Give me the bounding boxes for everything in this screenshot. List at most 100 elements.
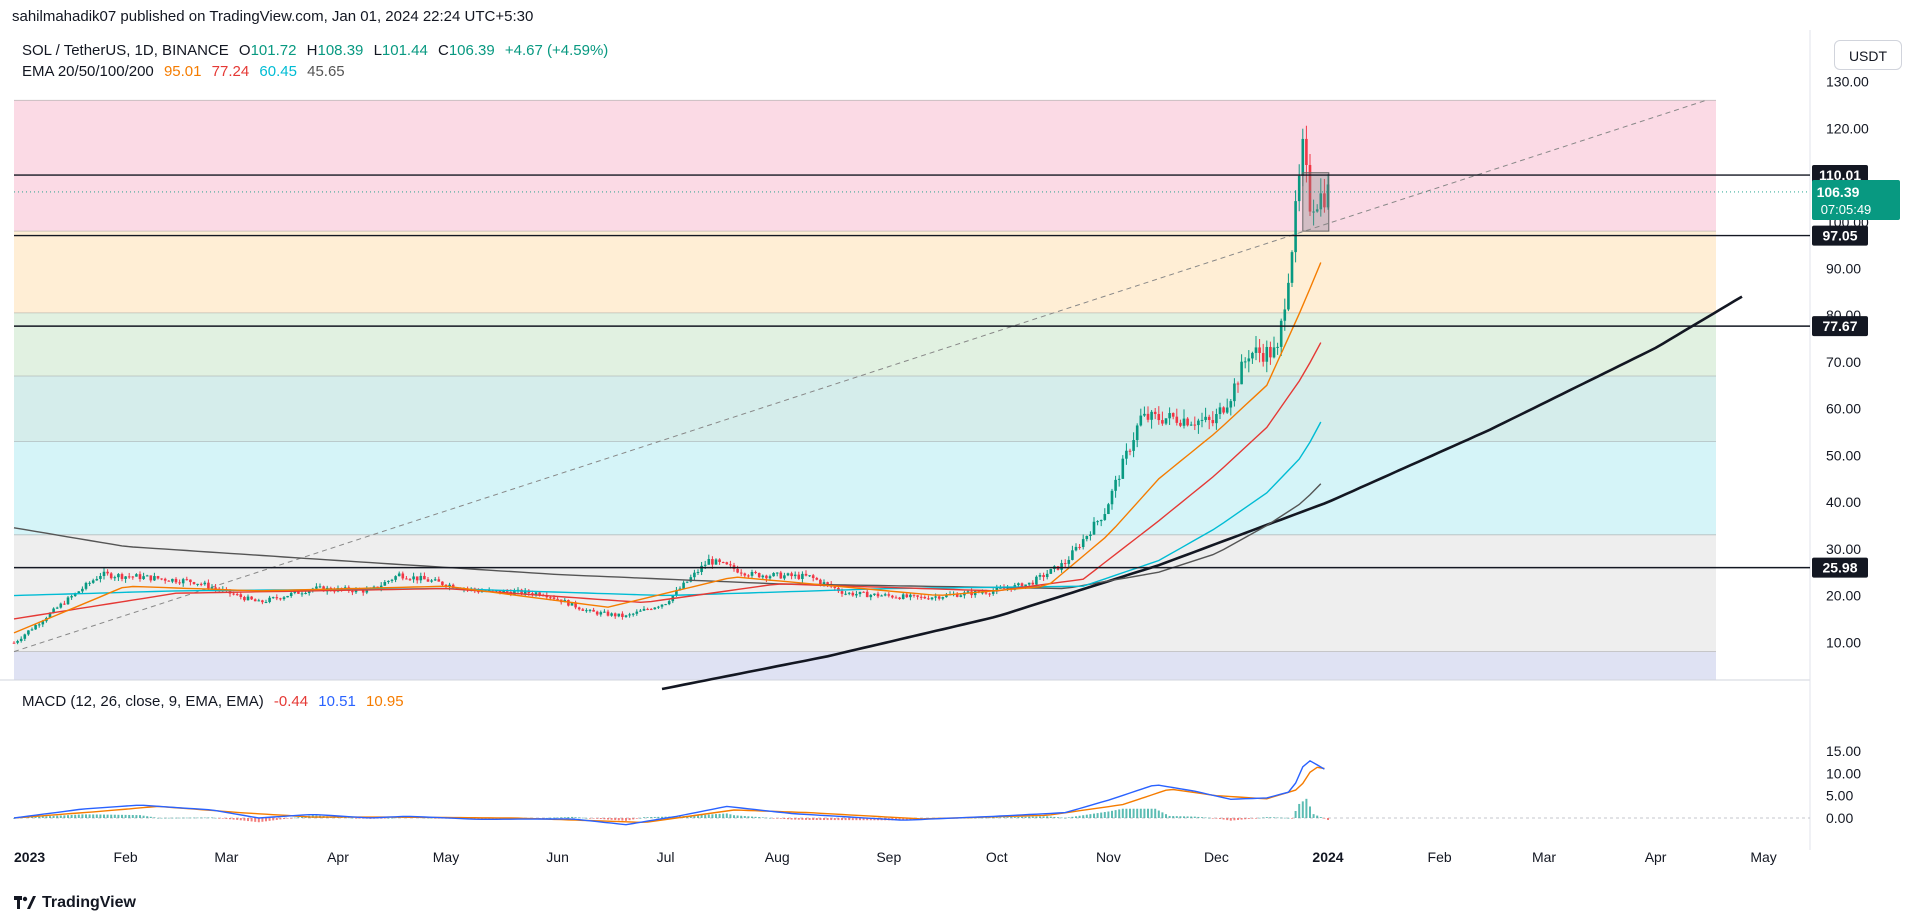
macd-histogram-bar — [689, 815, 692, 818]
macd-histogram-bar — [380, 818, 383, 819]
macd-histogram-bar — [574, 817, 577, 818]
candle — [253, 599, 257, 602]
macd-histogram-bar — [1017, 816, 1020, 818]
macd-histogram-bar — [1186, 816, 1189, 818]
ema50-line[interactable] — [13, 342, 1322, 620]
macd-histogram-bar — [34, 816, 37, 818]
macd-histogram-bar — [45, 816, 48, 818]
macd-tick-label: 10.00 — [1826, 765, 1861, 781]
candle — [1283, 309, 1287, 321]
candle — [1197, 420, 1200, 426]
candle — [203, 582, 207, 585]
macd-histogram-bar — [592, 818, 595, 819]
macd-histogram-bar — [758, 817, 761, 818]
macd-histogram-bar — [362, 818, 365, 819]
last-price-tag[interactable] — [1812, 179, 1900, 220]
candle — [1128, 450, 1132, 452]
candle — [909, 594, 912, 598]
macd-line[interactable] — [13, 759, 1325, 826]
candle — [171, 578, 174, 582]
ema-label[interactable]: EMA 20/50/100/200 — [22, 63, 154, 80]
time-axis-label: Mar — [1532, 849, 1556, 865]
macd-histogram-bar — [139, 815, 141, 818]
candle — [1182, 418, 1186, 426]
macd-histogram-bar — [1262, 817, 1265, 819]
open-value: 101.72 — [250, 42, 297, 59]
close-value: 106.39 — [448, 42, 495, 59]
time-axis-label: Mar — [214, 849, 238, 865]
macd-histogram-bar — [85, 814, 87, 818]
candle — [1049, 568, 1053, 574]
macd-histogram-bar — [1154, 808, 1157, 818]
macd-histogram-bar — [1280, 817, 1283, 819]
candle — [73, 593, 77, 597]
macd-histogram-bar — [859, 818, 861, 821]
level-price-tag[interactable] — [1812, 316, 1868, 337]
candle — [635, 611, 639, 614]
macd-histogram-bar — [225, 818, 228, 819]
macd-histogram-bar — [1219, 818, 1221, 819]
candle — [502, 590, 505, 593]
candle — [239, 594, 243, 598]
macd-histogram-bar — [567, 817, 570, 818]
currency-button[interactable]: USDT — [1834, 40, 1902, 70]
macd-histogram-bar — [603, 818, 606, 820]
macd-histogram-bar — [740, 815, 743, 818]
candle — [905, 594, 909, 598]
ema200-line[interactable] — [13, 483, 1322, 590]
macd-histogram-bar — [769, 817, 771, 819]
macd-histogram-bar — [232, 818, 235, 820]
macd-histogram-bar — [977, 817, 980, 819]
candle — [660, 604, 664, 607]
macd-histogram-bar — [1085, 814, 1088, 818]
macd-histogram-bar — [92, 814, 95, 818]
symbol-name[interactable]: SOL / TetherUS, 1D, BINANCE — [22, 42, 229, 59]
macd-histogram-bar — [290, 818, 293, 819]
candle — [243, 597, 246, 601]
candle — [750, 571, 754, 576]
candle — [768, 576, 772, 579]
macd-histogram-bar — [841, 818, 843, 821]
curved-support-line[interactable] — [661, 295, 1743, 691]
macd-histogram-bar — [88, 814, 91, 818]
ema20-line[interactable] — [13, 262, 1322, 634]
macd-histogram-bar — [27, 817, 30, 818]
macd-histogram-bar — [99, 814, 102, 818]
macd-label[interactable]: MACD (12, 26, close, 9, EMA, EMA) — [22, 693, 264, 710]
macd-histogram-bar — [182, 817, 185, 819]
candle — [505, 590, 509, 592]
macd-histogram-bar — [1139, 808, 1142, 818]
candle — [1204, 416, 1207, 420]
consolidation-box[interactable] — [1302, 172, 1330, 232]
level-price-tag[interactable] — [1812, 225, 1868, 246]
level-price-tag[interactable] — [1812, 557, 1868, 578]
macd-histogram-bar — [211, 817, 213, 819]
macd-histogram-bar — [1143, 808, 1146, 818]
macd-histogram-bar — [261, 818, 264, 822]
candle — [397, 573, 401, 577]
macd-histogram-bar — [1067, 817, 1070, 818]
macd-histogram-bar — [635, 818, 638, 819]
macd-histogram-bar — [13, 818, 15, 819]
candle — [1189, 424, 1193, 426]
candle — [624, 615, 628, 617]
candle — [520, 589, 523, 594]
macd-histogram-bar — [797, 818, 800, 820]
candle — [700, 565, 703, 572]
macd-histogram-bar — [250, 818, 253, 822]
axes-layer: 130.00120.00110.00100.0090.0080.0070.006… — [14, 74, 1900, 865]
macd-histogram-bar — [1003, 817, 1005, 818]
macd-signal-line[interactable] — [13, 766, 1325, 824]
macd-histogram-bar — [167, 817, 170, 819]
ema20-value: 95.01 — [163, 63, 202, 80]
macd-histogram-bar — [1125, 808, 1128, 818]
candle — [131, 576, 135, 578]
macd-histogram-bar — [283, 818, 285, 820]
candle — [196, 583, 199, 585]
macd-histogram-bar — [171, 817, 174, 819]
tradingview-logo[interactable]: TradingView — [14, 894, 136, 912]
candle — [621, 613, 624, 617]
candle — [41, 621, 45, 625]
fib-zone — [14, 312, 1716, 376]
